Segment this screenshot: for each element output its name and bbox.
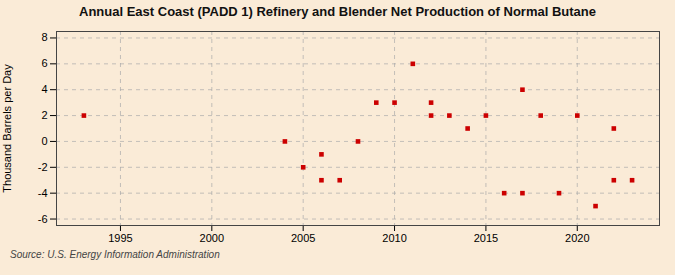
svg-text:4: 4 <box>41 83 47 95</box>
svg-text:2005: 2005 <box>291 232 315 244</box>
svg-text:Thousand Barrels per Day: Thousand Barrels per Day <box>1 64 13 193</box>
svg-text:2: 2 <box>41 109 47 121</box>
svg-text:2000: 2000 <box>200 232 224 244</box>
svg-text:2020: 2020 <box>565 232 589 244</box>
svg-text:6: 6 <box>41 57 47 69</box>
html-text:Annual East Coast (PADD 1) Ref: Annual East Coast (PADD 1) Refinery and … <box>79 4 596 19</box>
html-text:Source: U.S. Energy Informatio: Source: U.S. Energy Information Administ… <box>10 249 220 260</box>
svg-text:2015: 2015 <box>474 232 498 244</box>
svg-text:-2: -2 <box>38 161 48 173</box>
svg-text:-4: -4 <box>38 187 48 199</box>
svg-text:8: 8 <box>41 31 47 43</box>
svg-text:-6: -6 <box>38 213 48 225</box>
svg-text:2010: 2010 <box>382 232 406 244</box>
svg-text:1995: 1995 <box>108 232 132 244</box>
svg-text:0: 0 <box>41 135 47 147</box>
